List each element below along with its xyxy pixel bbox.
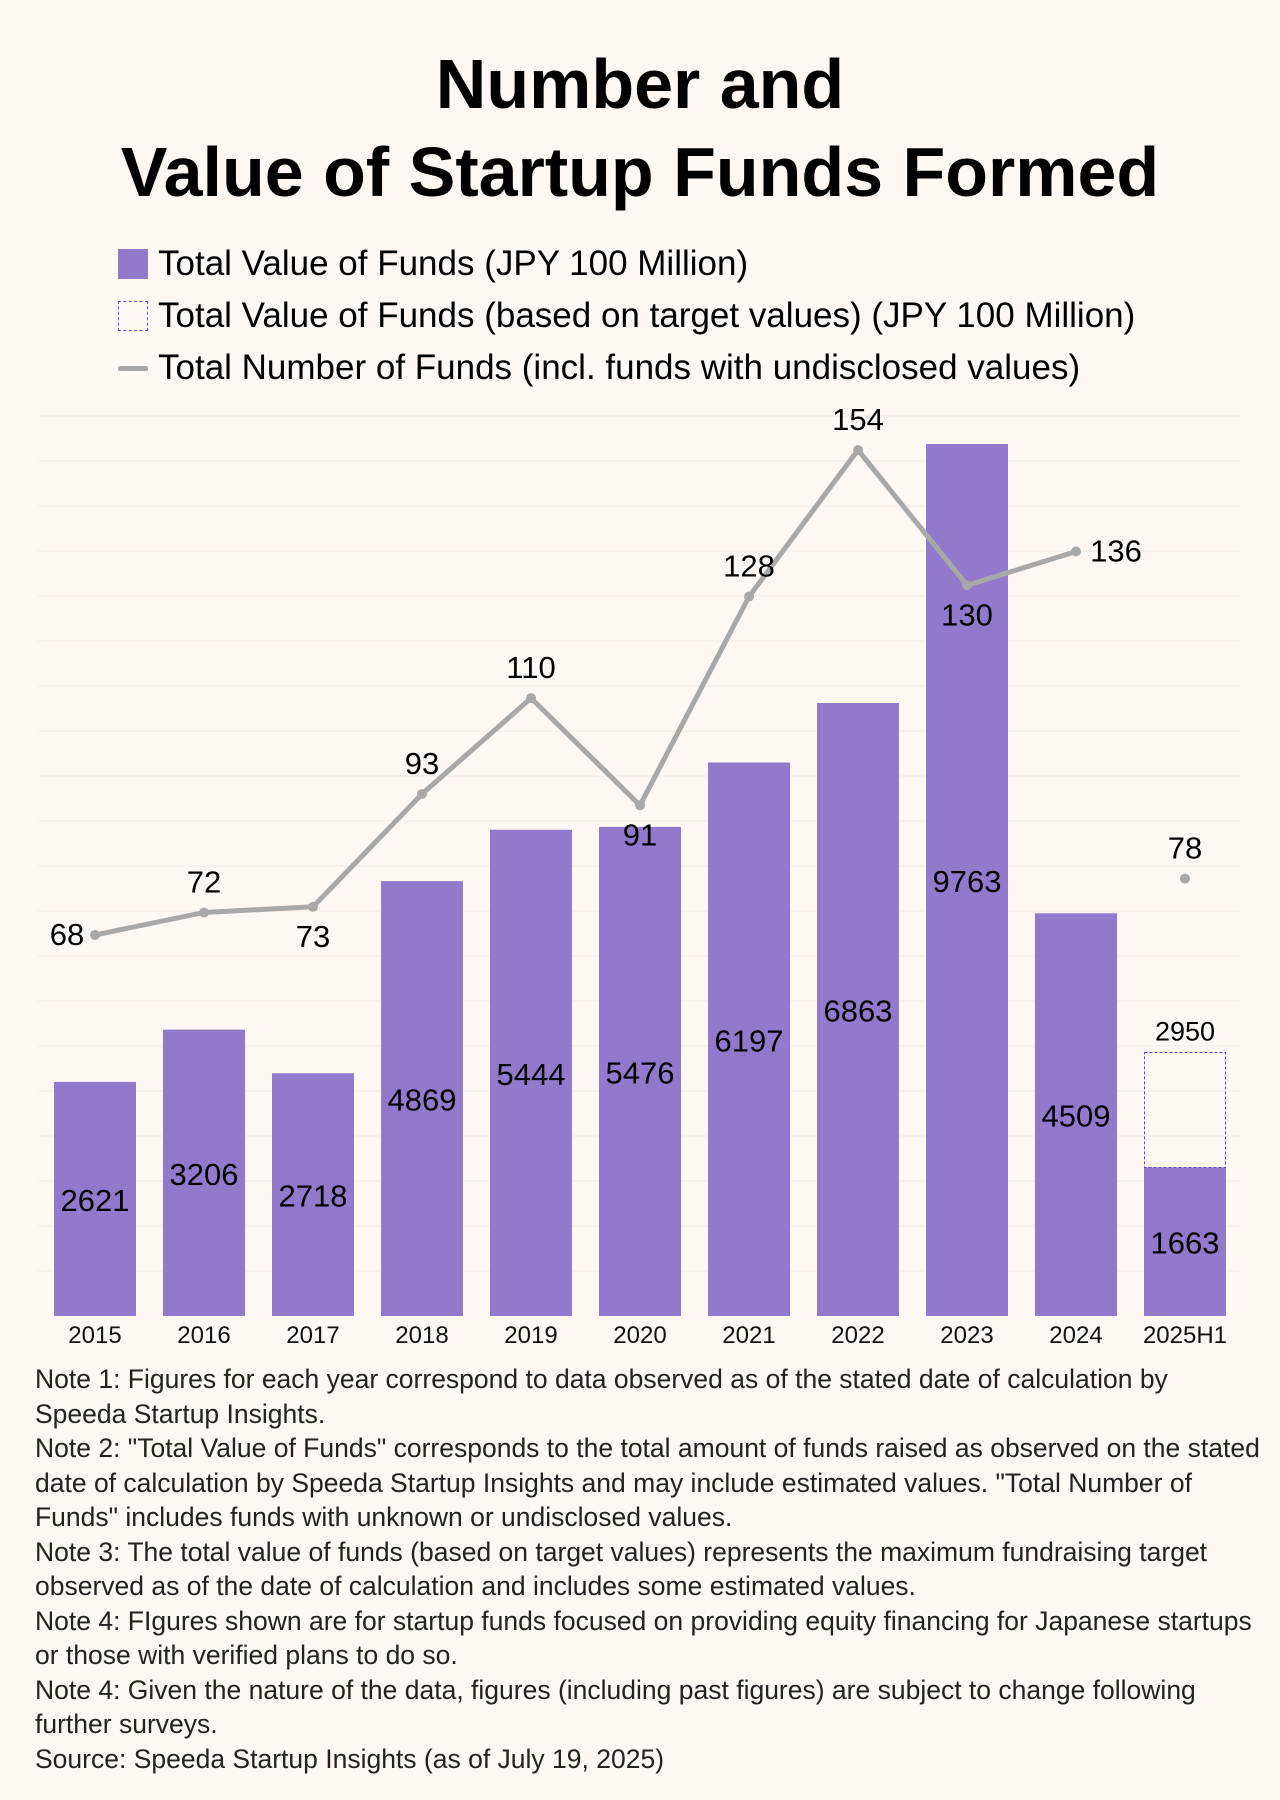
note-3: Note 3: The total value of funds (based …	[35, 1536, 1208, 1602]
count-label-2016: 72	[187, 864, 221, 899]
title-line-2: Value of Startup Funds Formed	[120, 133, 1160, 211]
bar-label-2015: 2621	[61, 1183, 130, 1218]
x-tick-2018: 2018	[395, 1322, 448, 1349]
count-point-2022	[853, 445, 863, 455]
count-label-2025H1: 78	[1168, 831, 1202, 866]
x-tick-2021: 2021	[722, 1322, 775, 1349]
count-point-2023	[962, 580, 972, 591]
title-line-1: Number and	[435, 45, 845, 123]
bar-2022	[817, 703, 899, 1316]
bar-2018	[381, 881, 463, 1316]
bar-label-2020: 5476	[606, 1055, 675, 1090]
bar-label-2017: 2718	[279, 1179, 348, 1214]
bar-label-2018: 4869	[388, 1083, 457, 1118]
x-tick-2015: 2015	[68, 1322, 121, 1349]
count-point-2016	[199, 907, 209, 918]
x-tick-2019: 2019	[504, 1322, 557, 1349]
legend-swatch-dashed	[118, 301, 148, 331]
count-label-2023: 130	[941, 597, 993, 632]
x-tick-2022: 2022	[831, 1322, 884, 1349]
count-label-2020: 91	[623, 817, 657, 852]
note-5: Note 4: Given the nature of the data, fi…	[35, 1674, 1196, 1740]
count-label-2021: 128	[723, 549, 775, 584]
x-tick-2025H1: 2025H1	[1143, 1322, 1227, 1349]
bar-label-2024: 4509	[1042, 1099, 1111, 1134]
x-tick-2017: 2017	[286, 1322, 339, 1349]
legend-label-value: Total Value of Funds (JPY 100 Million)	[158, 244, 749, 283]
count-point-2021	[744, 591, 754, 602]
bar-2016	[163, 1029, 245, 1316]
count-point-2019	[526, 693, 536, 704]
note-4: Note 4: FIgures shown are for startup fu…	[35, 1605, 1252, 1671]
legend-item-value: Total Value of Funds (JPY 100 Million)	[118, 238, 1135, 290]
count-point-2018	[417, 789, 427, 800]
bar-2024	[1035, 913, 1117, 1316]
bar-2015	[54, 1081, 136, 1316]
count-point-2020	[635, 800, 645, 811]
count-line	[94, 447, 1077, 938]
bar-2021	[708, 762, 790, 1316]
bar-label-2023: 9763	[933, 864, 1002, 899]
legend-swatch-line	[118, 365, 148, 371]
bar-2017	[272, 1073, 354, 1316]
count-label-2017: 73	[296, 919, 330, 954]
count-label-2022: 154	[832, 402, 884, 437]
source-note: Source: Speeda Startup Insights (as of J…	[35, 1743, 665, 1774]
target-label-2025H1: 2950	[1155, 1017, 1215, 1047]
legend-item-count: Total Number of Funds (incl. funds with …	[118, 342, 1135, 394]
count-point-2024	[1071, 546, 1081, 557]
legend-label-target: Total Value of Funds (based on target va…	[158, 296, 1136, 335]
count-label-2018: 93	[405, 746, 439, 781]
bar-2025H1	[1144, 1167, 1226, 1316]
x-tick-2024: 2024	[1049, 1322, 1102, 1349]
x-tick-2023: 2023	[940, 1322, 993, 1349]
count-label-2019: 110	[506, 650, 555, 685]
bar-2020	[599, 826, 681, 1316]
legend-item-target: Total Value of Funds (based on target va…	[118, 290, 1135, 342]
bar-label-2022: 6863	[824, 994, 893, 1029]
count-point-2025H1	[1180, 873, 1190, 884]
legend-label-count: Total Number of Funds (incl. funds with …	[158, 348, 1081, 387]
target-bar-2025H1	[1144, 1052, 1226, 1168]
x-tick-2016: 2016	[177, 1322, 230, 1349]
note-1: Note 1: Figures for each year correspond…	[35, 1364, 1168, 1429]
notes: Note 1: Figures for each year correspond…	[35, 1362, 1265, 1776]
count-label-2024: 136	[1090, 534, 1142, 569]
note-2: Note 2: "Total Value of Funds" correspon…	[35, 1433, 1260, 1532]
count-point-2017	[308, 901, 318, 912]
count-point-2015	[90, 930, 100, 940]
bar-2019	[490, 829, 572, 1316]
bar-label-2025H1: 1663	[1151, 1226, 1220, 1261]
chart-plot: 2950 2621 3206 2718 4869 5444 5476 6197 6863 9763…	[38, 402, 1240, 1349]
bar-label-2016: 3206	[170, 1157, 239, 1192]
bar-label-2021: 6197	[715, 1023, 784, 1058]
chart-title: Number and Value of Startup Funds Formed	[0, 40, 1280, 216]
legend-swatch-solid	[118, 249, 148, 279]
count-label-2015: 68	[50, 917, 84, 952]
bar-label-2019: 5444	[497, 1057, 566, 1092]
legend: Total Value of Funds (JPY 100 Million) T…	[118, 238, 1135, 394]
x-tick-2020: 2020	[613, 1322, 666, 1349]
